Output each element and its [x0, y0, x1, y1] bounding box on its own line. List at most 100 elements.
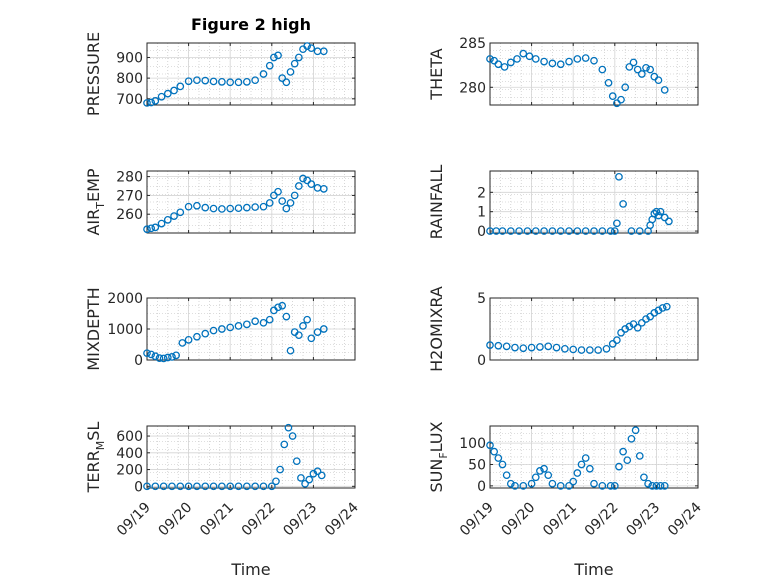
data-point: [615, 172, 623, 181]
data-point: [486, 341, 494, 349]
minor-grid: [146, 425, 356, 489]
data-point: [585, 464, 594, 473]
y-label-subscript: T: [94, 202, 107, 210]
series-air_temp: [143, 174, 328, 234]
x-tick-label: 09/20: [499, 500, 539, 540]
data-point: [280, 440, 289, 449]
y-label-main: TERR: [84, 450, 103, 493]
data-point: [598, 482, 607, 490]
data-point: [259, 318, 268, 327]
data-point: [527, 479, 536, 488]
data-point: [525, 52, 534, 61]
data-point: [606, 482, 615, 490]
data-point: [201, 482, 210, 491]
data-point: [619, 200, 627, 208]
data-point: [159, 482, 168, 491]
y-label-tail: EMP: [84, 168, 103, 202]
data-point: [176, 82, 185, 91]
y-label-main: SUN: [427, 459, 446, 493]
data-point: [278, 197, 287, 205]
data-point: [660, 213, 669, 222]
series-mixdepth: [143, 301, 328, 363]
data-point: [658, 304, 667, 312]
data-point: [163, 353, 172, 362]
axes-box: [146, 170, 356, 234]
data-point: [633, 65, 642, 74]
subplot-rainfall: 0 1 2 RAINFALL: [427, 165, 699, 240]
axes-box: [489, 425, 699, 489]
data-point: [147, 98, 156, 107]
data-point: [193, 332, 201, 341]
data-point: [157, 92, 166, 101]
data-point: [498, 227, 507, 235]
data-point: [527, 343, 536, 352]
subplot-pressure: 700 800 900 PRESSURE: [84, 32, 356, 116]
data-point: [294, 53, 303, 62]
data-point: [299, 174, 307, 183]
data-point: [218, 482, 226, 491]
x-tick-label: 09/24: [665, 499, 705, 539]
minor-grid: [146, 170, 356, 234]
data-point: [286, 68, 295, 76]
data-point: [218, 205, 226, 213]
x-tick-label: 09/21: [540, 500, 580, 540]
data-point: [637, 70, 646, 78]
x-tick-label: 09/23: [623, 500, 663, 540]
data-point: [209, 204, 218, 213]
data-point: [569, 345, 578, 354]
y-label-main: MIXDEPTH: [84, 287, 103, 370]
data-point: [511, 343, 519, 352]
data-point: [288, 432, 297, 440]
y-axis-label: AIRTEMP: [84, 168, 107, 235]
data-point: [565, 482, 573, 490]
data-point: [494, 60, 503, 69]
y-tick-label: 0: [477, 353, 486, 369]
data-point: [270, 191, 278, 200]
data-point: [267, 482, 276, 491]
minor-grid: [146, 42, 356, 106]
data-point: [500, 63, 509, 71]
data-point: [606, 227, 615, 235]
y-tick-label: 900: [116, 50, 143, 66]
data-point: [299, 322, 307, 330]
y-axis-label: THETA: [427, 48, 446, 100]
data-point: [143, 482, 151, 491]
data-point: [276, 465, 284, 474]
data-point: [178, 339, 187, 347]
data-point: [635, 227, 644, 235]
data-point: [251, 482, 260, 491]
axes-box: [489, 170, 699, 234]
y-tick-label: 5: [477, 291, 486, 307]
data-point: [556, 482, 565, 490]
data-point: [515, 227, 523, 235]
data-point: [621, 83, 630, 92]
data-point: [548, 227, 557, 235]
data-point: [627, 434, 636, 443]
data-point: [565, 57, 573, 66]
y-label-main: RAINFALL: [427, 165, 446, 240]
y-label-main: THETA: [427, 48, 446, 100]
data-point: [519, 49, 528, 58]
data-point: [193, 76, 201, 85]
data-point: [151, 482, 160, 491]
data-point: [151, 223, 160, 232]
data-point: [610, 482, 619, 490]
series-theta: [486, 49, 669, 108]
data-point: [290, 191, 299, 200]
data-point: [577, 346, 586, 354]
data-point: [251, 317, 260, 326]
data-point: [506, 227, 515, 235]
x-tick-label: 09/23: [280, 500, 320, 540]
data-point: [608, 92, 617, 100]
data-point: [234, 482, 243, 491]
y-axis-label: SUNFLUX: [427, 421, 450, 492]
y-tick-label: 0: [477, 479, 486, 495]
data-point: [313, 184, 322, 192]
data-point: [619, 447, 627, 456]
y-label-main: AIR: [84, 209, 103, 236]
data-point: [513, 55, 521, 63]
data-point: [319, 47, 328, 56]
data-point: [506, 58, 515, 67]
